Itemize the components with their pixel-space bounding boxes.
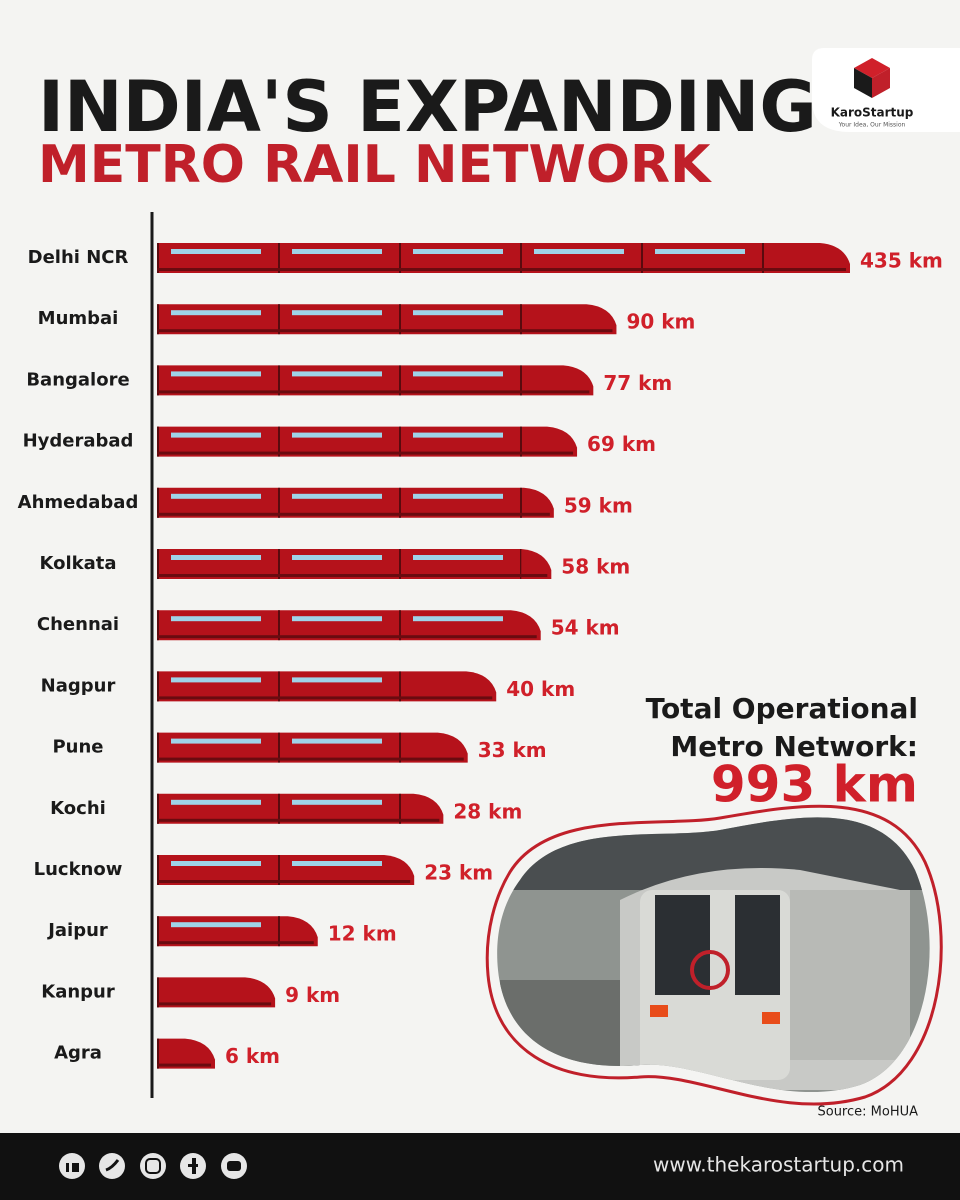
bar-base — [157, 390, 590, 394]
value-label: 9 km — [285, 983, 340, 1007]
instagram-icon[interactable] — [140, 1153, 166, 1179]
bar-base — [157, 268, 846, 271]
bar-windows — [413, 493, 503, 499]
brand-name: KaroStartup — [831, 106, 914, 120]
annotation-line: Total Operational — [646, 692, 918, 725]
value-label: 23 km — [424, 861, 493, 885]
bar-windows — [292, 616, 382, 622]
bar-base — [157, 512, 550, 516]
bar-base — [157, 880, 411, 883]
bar-windows — [171, 310, 261, 316]
subtitle: METRO RAIL NETWORK — [38, 135, 712, 195]
bar-windows — [171, 249, 261, 254]
category-label: Lucknow — [34, 859, 123, 880]
bar-windows — [292, 555, 382, 560]
annotation-value: 993 km — [711, 756, 918, 814]
bar-windows — [534, 249, 624, 254]
bar-windows — [292, 799, 382, 805]
category-label: Kolkata — [39, 553, 116, 574]
bar-windows — [171, 432, 261, 438]
bar-windows — [292, 310, 382, 316]
annotation-line: Metro Network: — [670, 730, 918, 763]
bar-windows — [292, 861, 382, 866]
bar-windows — [171, 738, 261, 744]
value-label: 58 km — [561, 555, 630, 579]
bar-base — [157, 1063, 211, 1067]
source: Source: MoHUA — [817, 1105, 918, 1120]
bar-base — [157, 1002, 272, 1006]
value-label: 59 km — [564, 493, 633, 517]
bars: Delhi NCR 435 km Mumbai 90 km Bangalore 77 km… — [18, 243, 943, 1069]
value-label: 69 km — [587, 432, 656, 456]
category-label: Chennai — [37, 614, 119, 635]
bar-windows — [413, 371, 503, 377]
bar-windows — [413, 310, 503, 316]
bar-base — [157, 574, 548, 577]
bar-base — [157, 451, 574, 455]
bar-windows — [292, 432, 382, 438]
bar-windows — [171, 799, 261, 805]
value-label: 90 km — [626, 310, 695, 334]
category-label: Nagpur — [41, 675, 116, 696]
bar-windows — [292, 738, 382, 744]
category-label: Pune — [52, 737, 103, 758]
bar-windows — [292, 249, 382, 254]
logo: KaroStartup Your Idea, Our Mission — [812, 48, 960, 132]
social-icons — [59, 1153, 247, 1179]
value-label: 6 km — [225, 1044, 280, 1068]
bar-windows — [171, 861, 261, 866]
category-label: Kanpur — [41, 981, 115, 1002]
value-label: 54 km — [551, 616, 620, 640]
bar-base — [157, 329, 613, 333]
title: INDIA'S EXPANDING — [38, 66, 817, 148]
bar-windows — [413, 616, 503, 622]
bar-windows — [292, 677, 382, 683]
category-label: Agra — [54, 1043, 102, 1064]
category-label: Kochi — [50, 798, 106, 819]
bar-base — [157, 696, 493, 700]
category-label: Bangalore — [26, 369, 129, 390]
value-label: 435 km — [860, 249, 943, 273]
website[interactable]: www.thekarostartup.com — [653, 1153, 904, 1177]
bar-windows — [171, 616, 261, 622]
bar-windows — [292, 493, 382, 499]
bar-windows — [413, 555, 503, 560]
category-label: Mumbai — [38, 308, 119, 329]
bar-windows — [171, 922, 261, 928]
bar-base — [157, 635, 537, 639]
bar-windows — [292, 371, 382, 377]
bar-base — [157, 757, 464, 761]
bar-windows — [171, 555, 261, 560]
value-label: 33 km — [478, 738, 547, 762]
category-label: Jaipur — [46, 920, 108, 941]
bar-base — [157, 941, 314, 945]
bar-windows — [413, 249, 503, 254]
category-label: Ahmedabad — [18, 492, 139, 513]
value-label: 40 km — [506, 677, 575, 701]
bar-windows — [171, 371, 261, 377]
value-label: 77 km — [603, 371, 672, 395]
bar-windows — [171, 493, 261, 499]
bar-windows — [413, 432, 503, 438]
bar-windows — [171, 677, 261, 683]
category-label: Delhi NCR — [28, 247, 129, 268]
category-label: Hyderabad — [23, 431, 134, 452]
brand-tagline: Your Idea, Our Mission — [838, 122, 906, 129]
bar-base — [157, 818, 440, 822]
bar-windows — [655, 249, 745, 254]
value-label: 12 km — [328, 922, 397, 946]
value-label: 28 km — [453, 799, 522, 823]
